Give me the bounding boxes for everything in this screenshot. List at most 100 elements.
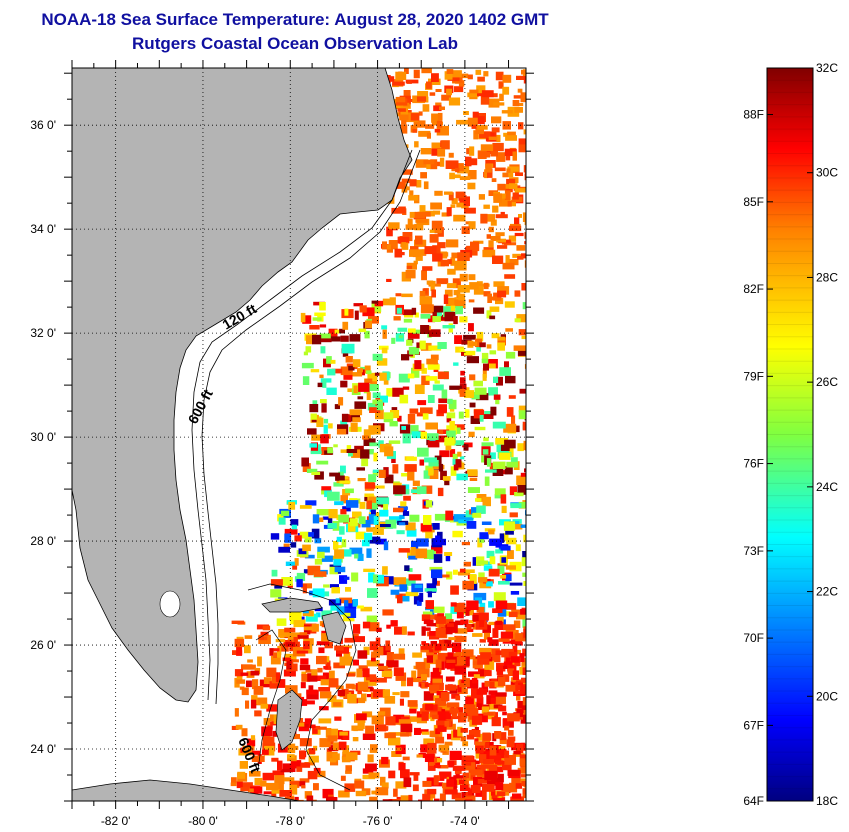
sst-pixel <box>516 649 521 655</box>
sst-pixel <box>301 457 309 467</box>
sst-pixel <box>498 705 507 712</box>
sst-pixel <box>491 795 498 800</box>
sst-pixel <box>489 745 497 756</box>
sst-pixel <box>397 594 403 604</box>
sst-pixel <box>490 296 502 301</box>
longitude-labels: -82 0' -80 0' -78 0' -76 0' -74 0' <box>101 814 480 828</box>
sst-pixel <box>432 464 445 470</box>
sst-pixel <box>327 491 340 501</box>
sst-pixel <box>420 645 432 650</box>
sst-pixel <box>299 632 308 636</box>
sst-pixel <box>504 750 510 758</box>
lon-label: -80 0' <box>188 814 218 828</box>
sst-pixel <box>496 665 504 676</box>
sst-pixel <box>423 549 434 559</box>
colorbar-c-label: 20C <box>816 689 838 703</box>
sst-pixel <box>426 132 431 139</box>
sst-pixel <box>308 755 319 763</box>
sst-pixel <box>419 290 426 298</box>
sst-pixel <box>368 572 375 583</box>
sst-pixel <box>399 698 404 706</box>
sst-pixel <box>461 755 474 761</box>
colorbar-f-label: 70F <box>743 631 764 645</box>
sst-pixel <box>409 249 422 257</box>
sst-pixel <box>491 773 504 783</box>
sst-pixel <box>504 439 516 449</box>
sst-pixel <box>481 790 487 800</box>
sst-pixel <box>456 473 468 481</box>
contour-bahamas-2 <box>255 629 287 771</box>
sst-pixel <box>407 471 415 481</box>
sst-pixel <box>352 511 362 518</box>
sst-pixel <box>483 632 490 640</box>
sst-pixel <box>461 679 467 683</box>
sst-pixel <box>421 711 429 721</box>
sst-pixel <box>290 519 299 526</box>
sst-pixel <box>323 418 329 424</box>
sst-pixel <box>507 664 516 672</box>
sst-pixel <box>463 111 469 115</box>
sst-pixel <box>340 380 348 388</box>
sst-pixel <box>467 170 477 180</box>
sst-pixel <box>500 665 513 669</box>
sst-pixel <box>504 301 515 308</box>
sst-pixel <box>500 545 511 551</box>
sst-pixel <box>472 661 481 666</box>
sst-pixel <box>522 648 526 657</box>
sst-pixel <box>277 679 286 688</box>
sst-pixel <box>454 260 467 271</box>
sst-pixel <box>452 453 458 460</box>
sst-pixel <box>505 565 516 570</box>
sst-pixel <box>357 681 369 691</box>
sst-pixel <box>498 81 504 89</box>
sst-pixel <box>507 736 516 742</box>
sst-pixel <box>524 468 526 473</box>
sst-pixel <box>506 168 511 173</box>
sst-pixel <box>426 433 439 440</box>
sst-pixel <box>365 763 377 772</box>
sst-pixel <box>296 572 306 581</box>
sst-pixel <box>346 445 352 451</box>
sst-pixel <box>412 480 420 486</box>
sst-pixel <box>341 539 347 548</box>
sst-pixel <box>516 708 524 713</box>
sst-pixel <box>454 666 467 675</box>
sst-pixel <box>392 692 400 696</box>
sst-pixel <box>523 534 526 543</box>
sst-pixel <box>262 625 271 631</box>
sst-pixel <box>421 614 431 621</box>
sst-pixel <box>495 692 507 697</box>
sst-pixel <box>386 226 393 237</box>
sst-pixel <box>480 144 494 151</box>
sst-pixel <box>248 788 254 793</box>
sst-pixel <box>356 669 363 678</box>
sst-pixel <box>347 521 356 532</box>
sst-pixel <box>474 338 483 348</box>
sst-pixel <box>446 779 454 787</box>
sst-pixel <box>514 290 521 297</box>
sst-pixel <box>464 390 475 398</box>
sst-pixel <box>236 679 246 684</box>
lat-label: 34 0' <box>30 222 56 236</box>
sst-pixel <box>274 774 285 785</box>
sst-pixel <box>273 648 280 652</box>
sst-pixel <box>293 637 298 642</box>
sst-pixel <box>405 186 410 191</box>
sst-pixel <box>369 641 378 651</box>
sst-pixel <box>466 600 479 610</box>
sst-pixel <box>432 253 443 262</box>
sst-pixel <box>441 140 450 150</box>
sst-pixel <box>489 538 503 546</box>
sst-pixel <box>298 548 307 555</box>
sst-pixel <box>432 577 437 585</box>
sst-pixel <box>293 745 299 750</box>
sst-pixel <box>414 223 424 231</box>
sst-pixel <box>321 403 327 413</box>
sst-pixel <box>412 652 422 658</box>
sst-pixel <box>358 665 368 671</box>
sst-pixel <box>330 759 339 766</box>
sst-pixel <box>497 286 510 295</box>
sst-pixel <box>470 241 480 252</box>
sst-pixel <box>376 574 384 584</box>
sst-pixel <box>422 793 431 801</box>
